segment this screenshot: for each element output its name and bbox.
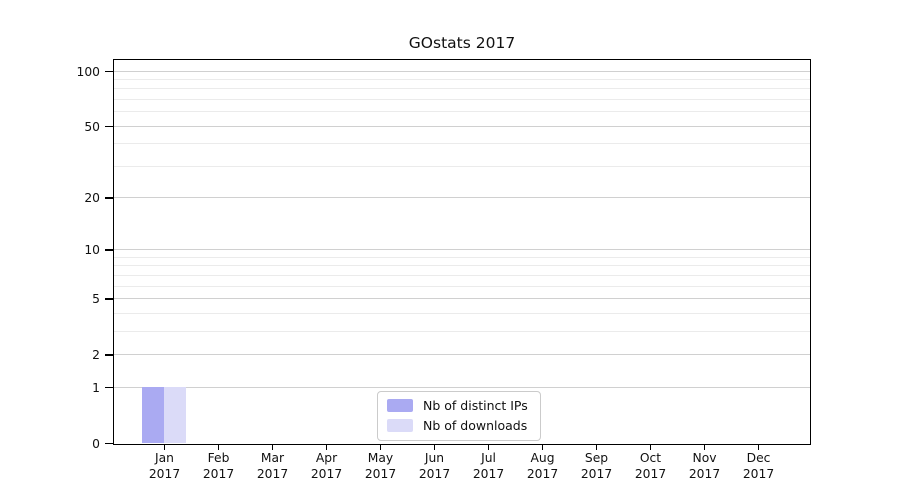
minor-gridline xyxy=(114,88,810,90)
x-tick-year: 2017 xyxy=(256,466,289,481)
bar-distinct-ips xyxy=(142,387,164,443)
x-tick-month: Apr xyxy=(315,451,338,465)
major-gridline xyxy=(114,298,810,300)
x-tick-month: Feb xyxy=(207,451,230,465)
x-tick-year: 2017 xyxy=(580,466,613,481)
minor-gridline xyxy=(114,78,810,80)
y-tick-label: 2 xyxy=(92,347,100,362)
x-tick-label: Jun 2017 xyxy=(395,451,475,482)
minor-gridline xyxy=(114,98,810,100)
bar-downloads xyxy=(164,387,186,443)
x-tick-mark xyxy=(433,445,436,450)
y-tick-label: 100 xyxy=(76,64,100,79)
y-tick-mark xyxy=(105,354,113,356)
x-tick-year: 2017 xyxy=(148,466,181,481)
x-tick-label: May 2017 xyxy=(341,451,421,482)
x-tick-mark xyxy=(487,445,490,450)
minor-gridline xyxy=(114,111,810,113)
y-tick-mark xyxy=(105,70,113,73)
x-tick-month: May xyxy=(367,451,394,465)
x-tick-month: Jul xyxy=(481,451,496,465)
plot-area: Nb of distinct IPs Nb of downloads xyxy=(113,59,811,445)
x-tick-label: Aug 2017 xyxy=(503,451,583,482)
y-tick-mark xyxy=(105,197,113,199)
legend-item-distinct-ips: Nb of distinct IPs xyxy=(387,398,528,413)
x-tick-month: Aug xyxy=(530,451,555,465)
legend-swatch-downloads-icon xyxy=(387,419,413,432)
x-tick-label: Jan 2017 xyxy=(125,451,205,482)
x-tick-label: Nov 2017 xyxy=(665,451,745,482)
major-gridline xyxy=(114,249,810,251)
legend-label-downloads: Nb of downloads xyxy=(423,418,528,433)
x-tick-label: Dec 2017 xyxy=(719,451,799,482)
major-gridline xyxy=(114,125,810,127)
legend-label-distinct-ips: Nb of distinct IPs xyxy=(423,398,528,413)
x-tick-year: 2017 xyxy=(364,466,397,481)
x-tick-year: 2017 xyxy=(202,466,235,481)
x-tick-mark xyxy=(649,445,652,450)
x-tick-year: 2017 xyxy=(472,466,505,481)
x-tick-mark xyxy=(541,445,544,450)
major-gridline xyxy=(114,386,810,388)
x-tick-year: 2017 xyxy=(310,466,343,481)
x-tick-label: Oct 2017 xyxy=(611,451,691,482)
minor-gridline xyxy=(114,312,810,314)
minor-gridline xyxy=(114,274,810,276)
x-tick-mark xyxy=(757,445,760,450)
y-tick-mark xyxy=(105,298,113,300)
x-tick-label: Jul 2017 xyxy=(449,451,529,482)
y-tick-mark xyxy=(105,386,113,389)
x-tick-year: 2017 xyxy=(634,466,667,481)
minor-gridline xyxy=(114,165,810,167)
y-tick-label: 0 xyxy=(92,436,100,451)
minor-gridline xyxy=(114,143,810,145)
x-tick-mark xyxy=(379,445,382,450)
y-tick-label: 5 xyxy=(92,292,100,307)
x-tick-month: Jun xyxy=(424,451,445,465)
x-tick-month: Mar xyxy=(260,451,285,465)
x-tick-month: Dec xyxy=(746,451,771,465)
x-tick-year: 2017 xyxy=(526,466,559,481)
x-tick-year: 2017 xyxy=(688,466,721,481)
x-tick-label: Sep 2017 xyxy=(557,451,637,482)
x-tick-label: Apr 2017 xyxy=(287,451,367,482)
x-tick-mark xyxy=(163,445,166,450)
x-tick-mark xyxy=(217,445,220,450)
y-tick-label: 1 xyxy=(92,380,100,395)
y-tick-mark xyxy=(105,249,113,251)
x-tick-month: Jan xyxy=(155,451,174,465)
chart-title: GOstats 2017 xyxy=(408,34,516,52)
major-gridline xyxy=(114,353,810,355)
x-tick-mark xyxy=(595,445,598,450)
minor-gridline xyxy=(114,285,810,287)
x-tick-year: 2017 xyxy=(418,466,451,481)
y-tick-label: 20 xyxy=(84,191,100,206)
minor-gridline xyxy=(114,265,810,267)
x-tick-mark xyxy=(325,445,328,450)
x-tick-month: Oct xyxy=(639,451,662,465)
legend-item-downloads: Nb of downloads xyxy=(387,418,528,433)
major-gridline xyxy=(114,197,810,199)
y-tick-label: 50 xyxy=(84,119,100,134)
y-tick-label: 10 xyxy=(84,243,100,258)
x-tick-label: Mar 2017 xyxy=(233,451,313,482)
major-gridline xyxy=(114,70,810,72)
x-tick-year: 2017 xyxy=(742,466,775,481)
x-tick-mark xyxy=(703,445,706,450)
x-tick-mark xyxy=(271,445,274,450)
minor-gridline xyxy=(114,256,810,258)
y-tick-mark xyxy=(105,125,113,128)
x-tick-label: Feb 2017 xyxy=(179,451,259,482)
minor-gridline xyxy=(114,330,810,332)
legend: Nb of distinct IPs Nb of downloads xyxy=(377,391,541,441)
legend-swatch-distinct-ips-icon xyxy=(387,399,413,412)
y-tick-mark xyxy=(105,442,113,445)
x-tick-month: Nov xyxy=(692,451,717,465)
x-tick-month: Sep xyxy=(584,451,609,465)
